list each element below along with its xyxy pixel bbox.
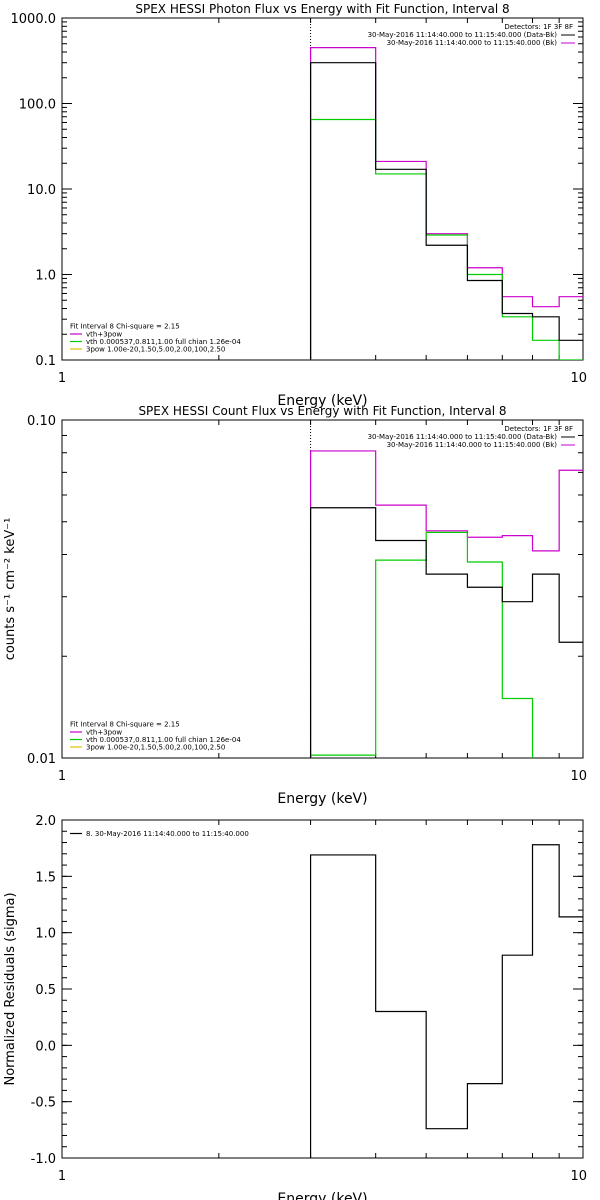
y-tick-label: 1.0 (35, 269, 56, 284)
y-tick-label: 0.0 (35, 1039, 56, 1054)
legend-heading: Fit Interval 8 Chi-square = 2.15 (70, 323, 180, 331)
legend-entry: vth 0.000537,0.811,1.00 full chian 1.26e… (86, 338, 241, 346)
y-tick-label: 1000.0 (11, 12, 57, 27)
legend-entry: 8. 30-May-2016 11:14:40.000 to 11:15:40.… (86, 830, 249, 838)
x-axis-label: Energy (keV) (277, 393, 367, 409)
detectors-label: Detectors: 1F 3F 8F (504, 23, 573, 31)
series-line-2 (309, 507, 583, 758)
x-tick-label: 1 (58, 1169, 66, 1184)
x-tick-label: 10 (570, 1169, 587, 1184)
chart-title: SPEX HESSI Count Flux vs Energy with Fit… (138, 404, 506, 418)
x-tick-label: 1 (58, 769, 66, 784)
plot-frame (61, 17, 584, 361)
plot-frame (61, 419, 584, 759)
y-tick-label: 0.01 (27, 752, 56, 767)
y-tick-label: -0.5 (31, 1096, 56, 1111)
series-line-1 (309, 118, 583, 360)
y-tick-label: 100.0 (19, 98, 56, 113)
plot-frame (61, 819, 584, 1159)
series-line-2 (309, 62, 583, 360)
time-range-label: 30-May-2016 11:14:40.000 to 11:15:40.000… (387, 39, 558, 47)
time-range-label: 30-May-2016 11:14:40.000 to 11:15:40.000… (368, 31, 558, 39)
chart-title: SPEX HESSI Photon Flux vs Energy with Fi… (135, 2, 509, 16)
x-tick-label: 10 (570, 769, 587, 784)
x-tick-label: 10 (570, 371, 587, 386)
y-tick-label: 0.1 (35, 354, 56, 369)
legend-entry: 3pow 1.00e-20,1.50,5.00,2.00,100,2.50 (86, 346, 225, 354)
x-axis-label: Energy (keV) (277, 791, 367, 807)
y-tick-label: 0.10 (27, 414, 56, 429)
series-line-0 (309, 47, 583, 360)
y-tick-label: 10.0 (27, 183, 56, 198)
y-axis-label: Normalized Residuals (sigma) (3, 892, 18, 1085)
time-range-label: 30-May-2016 11:14:40.000 to 11:15:40.000… (387, 441, 558, 449)
series-line-0 (309, 450, 583, 758)
x-tick-label: 1 (58, 371, 66, 386)
y-tick-label: 0.5 (35, 983, 56, 998)
x-axis-label: Energy (keV) (277, 1191, 367, 1200)
y-tick-label: 2.0 (35, 814, 56, 829)
legend-entry: vth 0.000537,0.811,1.00 full chian 1.26e… (86, 736, 241, 744)
y-tick-label: -1.0 (31, 1152, 56, 1167)
legend-heading: Fit Interval 8 Chi-square = 2.15 (70, 721, 180, 729)
y-tick-label: 1.0 (35, 927, 56, 942)
series-line-1 (309, 531, 534, 758)
y-axis-label: counts s⁻¹ cm⁻² keV⁻¹ (3, 518, 18, 661)
y-tick-label: 1.5 (35, 870, 56, 885)
detectors-label: Detectors: 1F 3F 8F (504, 425, 573, 433)
legend-entry: 3pow 1.00e-20,1.50,5.00,2.00,100,2.50 (86, 744, 225, 752)
legend-entry: vth+3pow (86, 331, 122, 339)
series-line-0 (309, 844, 583, 1158)
time-range-label: 30-May-2016 11:14:40.000 to 11:15:40.000… (368, 433, 558, 441)
legend-entry: vth+3pow (86, 729, 122, 737)
